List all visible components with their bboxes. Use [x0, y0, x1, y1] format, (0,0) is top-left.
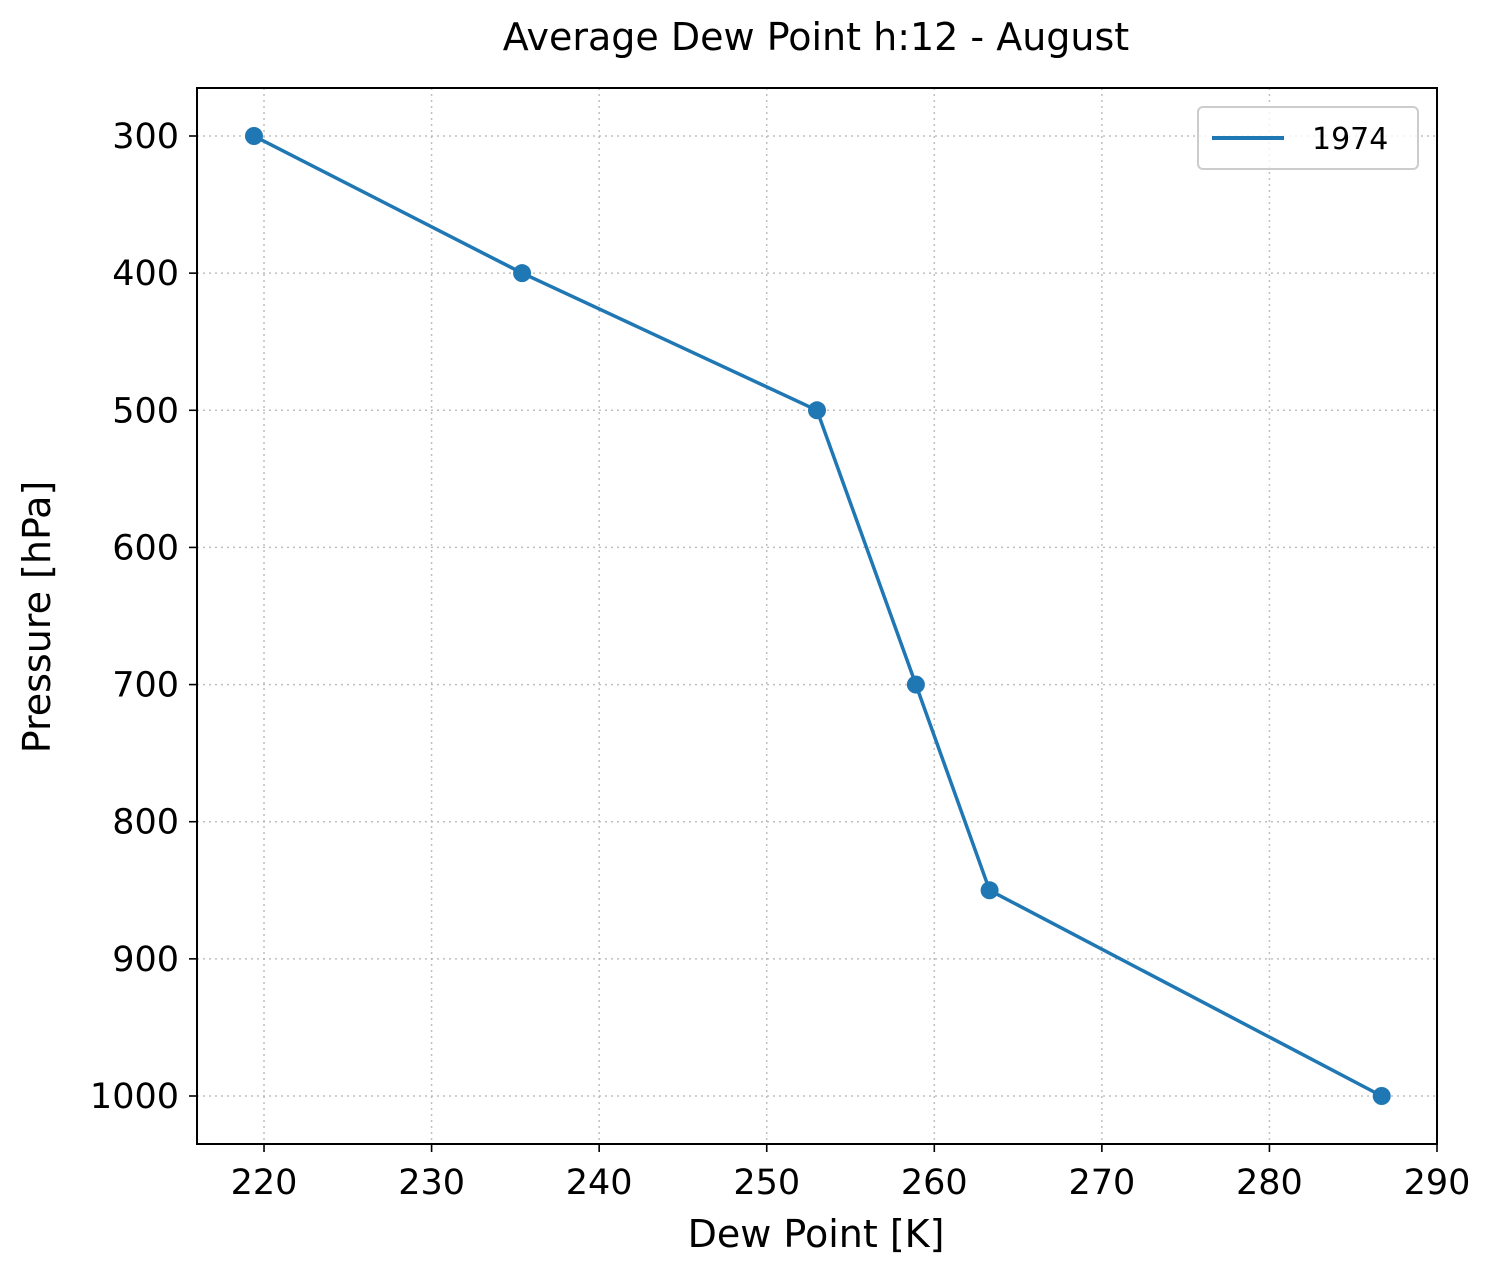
y-tick-label-700: 700 [112, 666, 179, 706]
y-tick-label-400: 400 [112, 254, 179, 294]
data-point-850 [980, 881, 999, 900]
legend-box [1197, 106, 1419, 170]
x-tick-label-250: 250 [733, 1163, 800, 1203]
y-tick-label-800: 800 [112, 803, 179, 843]
x-tick-label-290: 290 [1404, 1163, 1471, 1203]
plot-frame [196, 87, 1438, 1145]
y-axis-label: Pressure [hPa] [15, 481, 59, 754]
x-tick-label-220: 220 [231, 1163, 298, 1203]
y-tick-label-300: 300 [112, 117, 179, 157]
y-axis-ticks: 300 400 500 600 700 800 900 1000 [90, 117, 197, 1117]
chart-title: Average Dew Point h:12 - August [503, 15, 1129, 59]
data-point-500 [808, 401, 826, 420]
x-axis-ticks: 220 230 240 250 260 270 280 290 [231, 1144, 1471, 1203]
x-tick-label-280: 280 [1236, 1163, 1303, 1203]
x-axis-label: Dew Point [K] [688, 1212, 945, 1256]
legend-label-1974: 1974 [1312, 122, 1388, 157]
y-tick-label-900: 900 [112, 940, 179, 980]
data-point-1000 [1372, 1087, 1391, 1105]
series-layer [244, 127, 1391, 1105]
legend: 1974 [1197, 106, 1419, 170]
series-line-1974 [253, 134, 1383, 1098]
y-tick-label-600: 600 [112, 528, 179, 568]
data-point-300 [244, 127, 263, 145]
grid-lines [197, 88, 1438, 1144]
y-tick-label-500: 500 [112, 391, 179, 431]
x-tick-label-270: 270 [1068, 1163, 1135, 1203]
data-point-400 [513, 264, 532, 283]
data-point-700 [906, 675, 925, 694]
x-tick-label-260: 260 [901, 1163, 968, 1203]
x-tick-label-240: 240 [566, 1163, 633, 1203]
y-tick-label-1000: 1000 [90, 1077, 179, 1117]
x-tick-label-230: 230 [398, 1163, 465, 1203]
